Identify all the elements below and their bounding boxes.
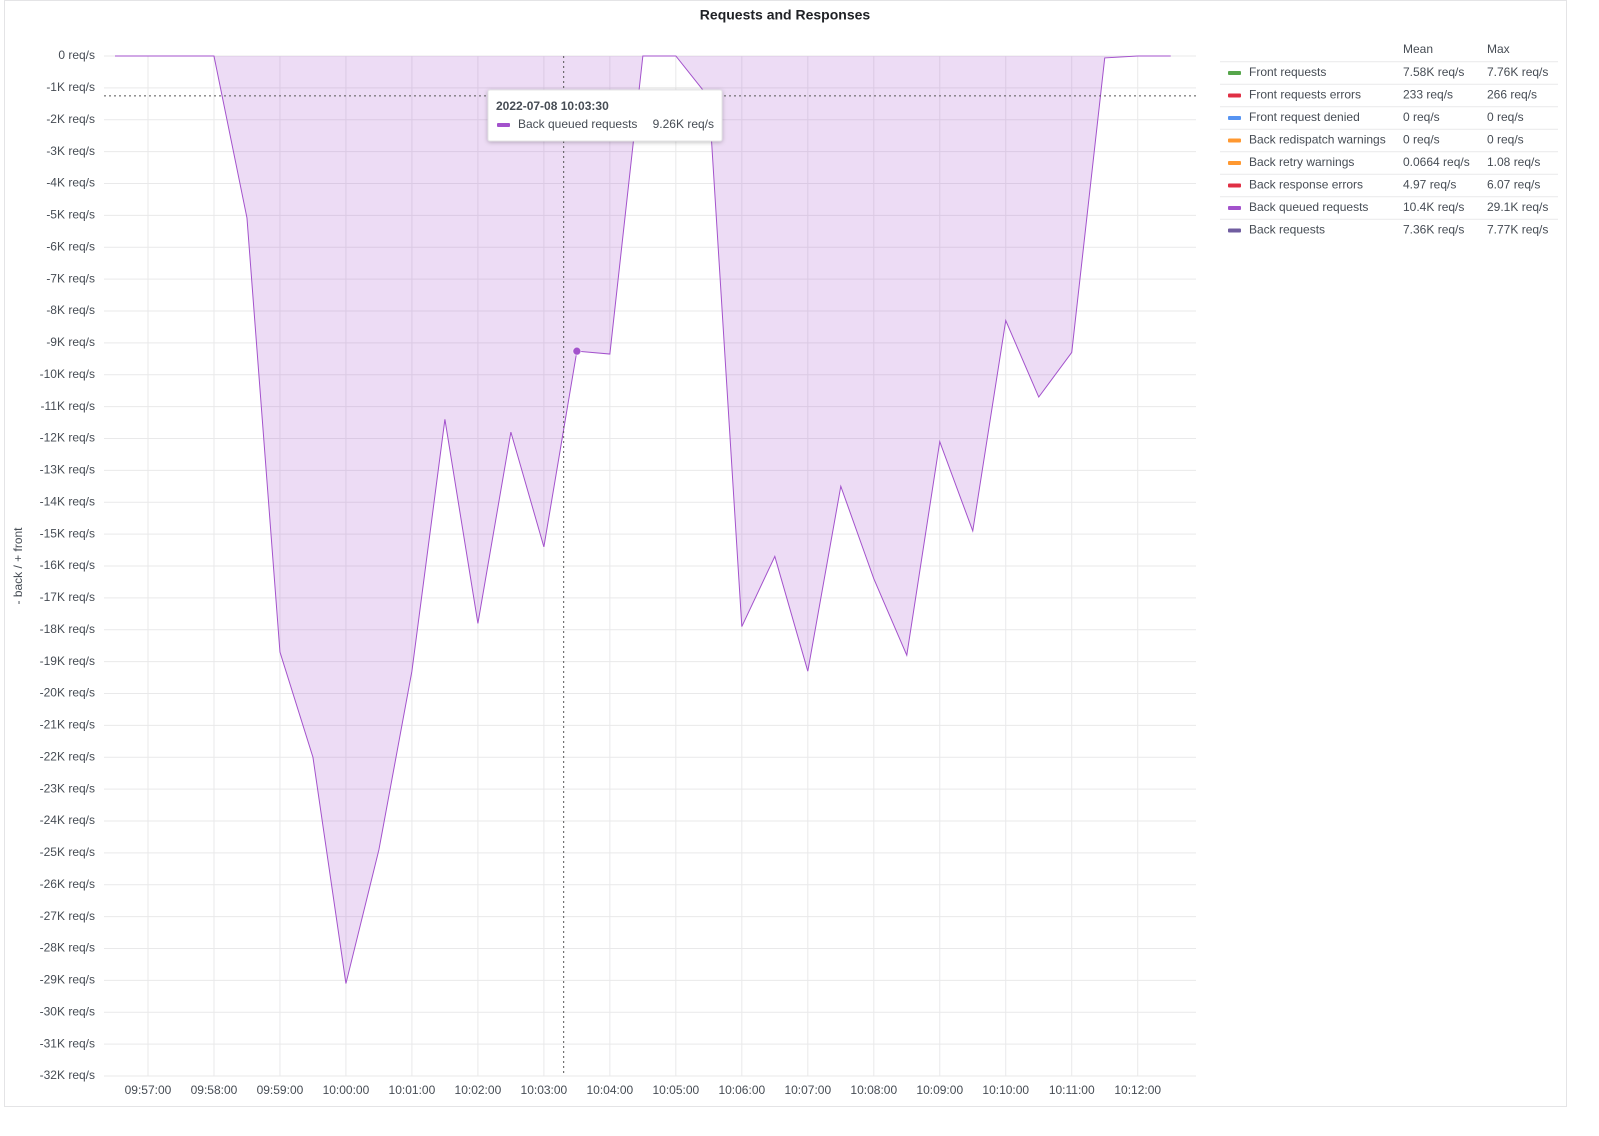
y-tick-label: 0 req/s [58, 48, 95, 62]
legend-max: 6.07 req/s [1487, 178, 1540, 192]
x-tick-label: 09:57:00 [125, 1083, 172, 1097]
y-tick-label: -20K req/s [40, 686, 95, 700]
y-tick-label: -32K req/s [40, 1068, 95, 1082]
legend-max: 0 req/s [1487, 110, 1524, 124]
tooltip-series: Back queued requests [518, 117, 637, 131]
y-tick-label: -6K req/s [46, 239, 95, 253]
y-tick-label: -8K req/s [46, 303, 95, 317]
legend-max: 266 req/s [1487, 88, 1537, 102]
y-axis-label: - back / + front [11, 527, 25, 605]
y-tick-label: -13K req/s [40, 463, 95, 477]
y-tick-label: -26K req/s [40, 877, 95, 891]
x-tick-label: 10:00:00 [323, 1083, 370, 1097]
legend-mean: 0 req/s [1403, 110, 1440, 124]
y-tick-label: -21K req/s [40, 718, 95, 732]
tooltip: 2022-07-08 10:03:30 Back queued requests 9… [487, 89, 723, 142]
legend-label[interactable]: Back redispatch warnings [1249, 133, 1386, 147]
legend-mean: 233 req/s [1403, 88, 1453, 102]
legend-header: Max [1487, 42, 1510, 56]
x-tick-label: 09:59:00 [257, 1083, 304, 1097]
area-fill [114, 56, 1171, 984]
legend-max: 7.77K req/s [1487, 223, 1548, 237]
x-tick-label: 10:07:00 [784, 1083, 831, 1097]
legend-mean: 0 req/s [1403, 133, 1440, 147]
legend-max: 29.1K req/s [1487, 200, 1548, 214]
legend-max: 1.08 req/s [1487, 155, 1540, 169]
y-tick-label: -9K req/s [46, 335, 95, 349]
y-tick-label: -3K req/s [46, 144, 95, 158]
legend-swatch [1228, 93, 1241, 98]
chart-title: Requests and Responses [700, 7, 871, 23]
y-tick-label: -12K req/s [40, 431, 95, 445]
x-tick-label: 10:03:00 [521, 1083, 568, 1097]
legend-max: 0 req/s [1487, 133, 1524, 147]
legend-label[interactable]: Front requests errors [1249, 88, 1361, 102]
y-tick-label: -31K req/s [40, 1036, 95, 1050]
y-tick-label: -27K req/s [40, 909, 95, 923]
x-tick-label: 10:05:00 [652, 1083, 699, 1097]
legend-swatch [1228, 228, 1241, 233]
x-tick-label: 10:06:00 [718, 1083, 765, 1097]
x-tick-label: 10:08:00 [850, 1083, 897, 1097]
legend-label[interactable]: Front requests [1249, 65, 1326, 79]
x-tick-label: 10:10:00 [982, 1083, 1029, 1097]
panel [4, 0, 1567, 1107]
y-tick-label: -4K req/s [46, 176, 95, 190]
legend-label[interactable]: Back requests [1249, 223, 1325, 237]
y-tick-label: -19K req/s [40, 654, 95, 668]
y-tick-label: -10K req/s [40, 367, 95, 381]
hover-point [572, 346, 582, 356]
x-tick-label: 10:09:00 [916, 1083, 963, 1097]
legend-label[interactable]: Back retry warnings [1249, 155, 1354, 169]
y-tick-label: -29K req/s [40, 973, 95, 987]
legend-header: Mean [1403, 42, 1433, 56]
legend-swatch [1228, 71, 1241, 75]
y-tick-label: -30K req/s [40, 1004, 95, 1018]
x-tick-label: 10:02:00 [455, 1083, 502, 1097]
tooltip-value: 9.26K req/s [653, 117, 714, 131]
tooltip-swatch [497, 123, 510, 127]
y-tick-label: -7K req/s [46, 271, 95, 285]
legend-swatch [1228, 138, 1241, 143]
x-tick-label: 10:12:00 [1114, 1083, 1161, 1097]
x-tick-label: 10:01:00 [389, 1083, 436, 1097]
legend-label[interactable]: Back queued requests [1249, 200, 1368, 214]
x-tick-label: 10:04:00 [587, 1083, 634, 1097]
legend-swatch [1228, 161, 1241, 165]
x-tick-label: 10:11:00 [1049, 1083, 1095, 1097]
legend-label[interactable]: Front request denied [1249, 110, 1360, 124]
legend-mean: 7.58K req/s [1403, 65, 1464, 79]
y-tick-label: -1K req/s [46, 80, 95, 94]
tooltip-title: 2022-07-08 10:03:30 [496, 99, 609, 113]
legend-max: 7.76K req/s [1487, 65, 1548, 79]
y-tick-label: -17K req/s [40, 590, 95, 604]
y-tick-label: -5K req/s [46, 208, 95, 222]
legend-mean: 0.0664 req/s [1403, 155, 1470, 169]
y-tick-label: -25K req/s [40, 845, 95, 859]
y-tick-label: -11K req/s [41, 399, 95, 413]
legend-swatch [1228, 206, 1241, 210]
y-tick-label: -22K req/s [40, 749, 95, 763]
legend-label[interactable]: Back response errors [1249, 178, 1363, 192]
y-tick-label: -14K req/s [40, 494, 95, 508]
y-tick-label: -28K req/s [40, 941, 95, 955]
legend-mean: 10.4K req/s [1403, 200, 1464, 214]
legend-mean: 4.97 req/s [1403, 178, 1456, 192]
y-tick-label: -2K req/s [46, 112, 95, 126]
legend-swatch [1228, 116, 1241, 120]
y-tick-label: -23K req/s [40, 781, 95, 795]
y-tick-label: -16K req/s [40, 558, 95, 572]
tooltip-box [487, 89, 723, 142]
legend-mean: 7.36K req/s [1403, 223, 1464, 237]
y-tick-label: -15K req/s [40, 526, 95, 540]
y-tick-label: -24K req/s [40, 813, 95, 827]
series-line [114, 55, 1171, 984]
legend-swatch [1228, 183, 1241, 188]
y-tick-label: -18K req/s [40, 622, 95, 636]
x-tick-label: 09:58:00 [191, 1083, 238, 1097]
